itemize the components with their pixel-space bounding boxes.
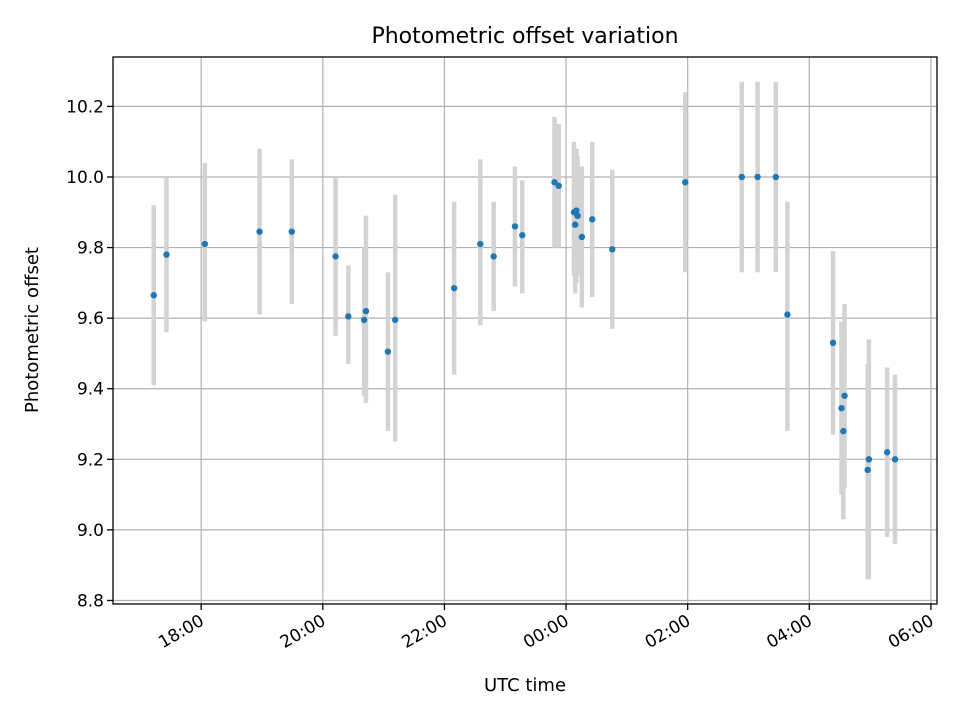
x-tick-label: 04:00 bbox=[763, 611, 815, 653]
y-tick-label: 10.0 bbox=[66, 168, 104, 188]
data-point bbox=[360, 316, 368, 324]
chart-title: Photometric offset variation bbox=[371, 24, 678, 49]
y-tick-label: 9.6 bbox=[77, 309, 104, 329]
data-points bbox=[150, 173, 899, 474]
x-tick-label: 22:00 bbox=[398, 611, 450, 653]
data-point bbox=[201, 240, 209, 248]
data-point bbox=[450, 284, 458, 292]
data-point bbox=[391, 316, 399, 324]
x-tick-label: 20:00 bbox=[277, 611, 329, 653]
x-tick-label: 18:00 bbox=[155, 611, 207, 653]
x-tick-label: 00:00 bbox=[520, 611, 572, 653]
x-axis-ticks: 18:00 20:00 22:00 00:00 02:00 04:00 06:00 bbox=[155, 604, 937, 653]
data-point bbox=[150, 292, 157, 299]
data-point bbox=[841, 392, 848, 399]
data-point bbox=[519, 232, 526, 239]
data-point bbox=[838, 404, 845, 412]
data-point bbox=[574, 212, 581, 220]
x-tick-label: 06:00 bbox=[885, 611, 937, 653]
data-point bbox=[588, 216, 596, 223]
data-point bbox=[864, 466, 871, 474]
y-axis-ticks: 8.8 9.0 9.2 9.4 9.6 9.8 10.0 10.2 bbox=[66, 97, 113, 611]
y-axis-label: Photometric offset bbox=[22, 247, 43, 413]
y-tick-label: 9.0 bbox=[77, 521, 104, 541]
data-point bbox=[256, 228, 263, 235]
y-tick-label: 9.8 bbox=[77, 239, 104, 259]
y-tick-label: 9.2 bbox=[77, 450, 104, 470]
data-point bbox=[571, 221, 579, 228]
data-point bbox=[883, 449, 891, 456]
data-point bbox=[738, 173, 745, 181]
data-point bbox=[891, 456, 899, 463]
data-point bbox=[384, 348, 392, 355]
data-point bbox=[163, 251, 170, 258]
data-point bbox=[345, 313, 352, 320]
data-point bbox=[840, 427, 847, 435]
data-point bbox=[511, 223, 519, 230]
error-bars bbox=[151, 81, 898, 580]
data-point bbox=[573, 207, 580, 214]
x-axis-label: UTC time bbox=[484, 675, 566, 696]
x-tick-label: 02:00 bbox=[642, 611, 694, 653]
data-point bbox=[332, 253, 339, 260]
data-point bbox=[477, 240, 484, 248]
data-point bbox=[784, 311, 791, 318]
y-tick-label: 10.2 bbox=[66, 97, 104, 117]
grid-lines bbox=[113, 57, 937, 604]
data-point bbox=[362, 307, 370, 315]
y-tick-label: 9.4 bbox=[77, 380, 104, 400]
data-point bbox=[288, 228, 295, 235]
data-point bbox=[555, 182, 562, 190]
data-point bbox=[865, 456, 873, 463]
data-point bbox=[490, 253, 497, 260]
data-point bbox=[772, 173, 780, 181]
data-point bbox=[829, 339, 837, 347]
data-point bbox=[754, 173, 761, 181]
data-point bbox=[578, 233, 586, 241]
data-point bbox=[551, 179, 558, 186]
data-point bbox=[609, 246, 616, 253]
y-tick-label: 8.8 bbox=[77, 591, 104, 611]
data-point bbox=[682, 179, 689, 186]
plot-frame bbox=[112, 56, 938, 605]
